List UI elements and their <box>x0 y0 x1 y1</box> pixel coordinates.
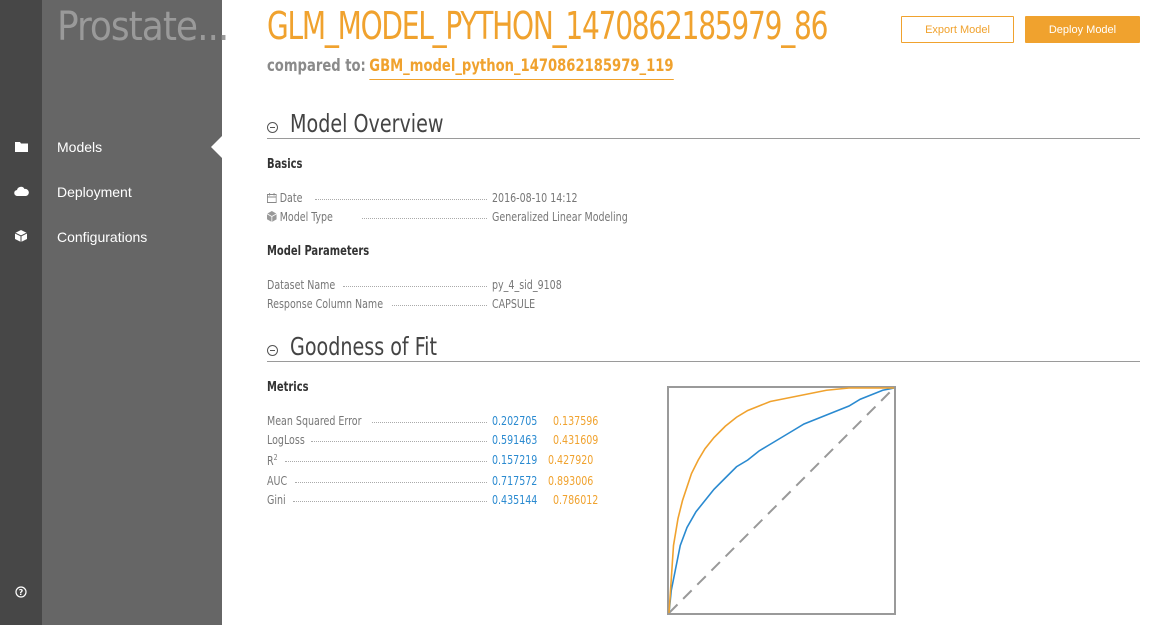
metric-label-superscript: 2 <box>273 453 278 462</box>
roc-chart <box>667 386 896 615</box>
project-name: Prostate... <box>57 4 229 50</box>
section-title: Goodness of Fit <box>290 332 437 361</box>
main-content: GLM_MODEL_PYTHON_1470862185979_86 compar… <box>222 0 1166 625</box>
metric-value-primary: 0.157219 <box>492 453 538 467</box>
response-column-value: CAPSULE <box>492 297 536 311</box>
date-label: Date <box>279 191 303 205</box>
svg-text:?: ? <box>19 588 24 597</box>
leader-dots <box>343 286 487 287</box>
compared-label: compared to: <box>267 56 366 76</box>
roc-series-compared <box>668 387 894 614</box>
deploy-model-button[interactable]: Deploy Model <box>1025 16 1140 43</box>
leader-dots <box>293 501 487 502</box>
calendar-icon <box>267 193 277 203</box>
leader-dots <box>285 461 487 462</box>
help-icon[interactable]: ? <box>0 582 42 602</box>
sidebar: Prostate... Models Deployment Configurat… <box>42 0 229 625</box>
collapse-icon[interactable] <box>267 122 278 133</box>
collapse-icon[interactable] <box>267 345 278 356</box>
dataset-label: Dataset Name <box>267 278 336 292</box>
roc-series-primary <box>668 387 895 614</box>
metric-value-compared: 0.786012 <box>553 493 599 507</box>
dataset-value: py_4_sid_9108 <box>492 278 562 292</box>
metric-label: AUC <box>267 474 288 488</box>
leader-dots <box>315 199 487 200</box>
leader-dots <box>311 441 487 442</box>
metric-value-compared: 0.431609 <box>553 433 599 447</box>
icon-rail: ? <box>0 0 42 625</box>
active-indicator <box>211 136 222 158</box>
compared-to: compared to: GBM_model_python_14708621859… <box>267 56 674 80</box>
folder-icon[interactable] <box>0 136 42 156</box>
metric-label: R <box>267 454 274 468</box>
page-title: GLM_MODEL_PYTHON_1470862185979_86 <box>267 4 828 48</box>
leader-dots <box>362 218 487 219</box>
cube-icon[interactable] <box>0 226 42 246</box>
cube-icon <box>266 211 277 222</box>
response-column-label: Response Column Name <box>267 297 384 311</box>
sidebar-item-models[interactable]: Models <box>57 139 103 155</box>
metric-value-primary: 0.202705 <box>492 414 538 428</box>
metric-value-compared: 0.427920 <box>548 453 594 467</box>
leader-dots <box>295 482 487 483</box>
model-type-label: Model Type <box>279 210 333 224</box>
metrics-heading: Metrics <box>267 380 309 395</box>
cloud-icon[interactable] <box>0 181 42 201</box>
basics-heading: Basics <box>267 157 303 172</box>
export-model-button[interactable]: Export Model <box>901 16 1014 43</box>
sidebar-item-configurations[interactable]: Configurations <box>57 229 148 245</box>
roc-diagonal-baseline <box>668 387 895 614</box>
metric-label: Mean Squared Error <box>267 414 362 428</box>
section-title: Model Overview <box>290 109 444 138</box>
metric-value-compared: 0.137596 <box>553 414 599 428</box>
metric-value-primary: 0.717572 <box>492 474 538 488</box>
date-value: 2016-08-10 14:12 <box>492 191 578 205</box>
metric-label: LogLoss <box>267 433 305 447</box>
metric-value-compared: 0.893006 <box>548 474 594 488</box>
compared-model-link[interactable]: GBM_model_python_1470862185979_119 <box>369 56 674 80</box>
leader-dots <box>392 305 487 306</box>
model-type-value: Generalized Linear Modeling <box>492 210 628 224</box>
metric-value-primary: 0.591463 <box>492 433 538 447</box>
model-parameters-heading: Model Parameters <box>267 244 370 259</box>
model-overview-section: Model Overview <box>267 109 1140 139</box>
metric-label: Gini <box>267 493 286 507</box>
metric-value-primary: 0.435144 <box>492 493 538 507</box>
goodness-of-fit-section: Goodness of Fit <box>267 332 1140 362</box>
sidebar-item-deployment[interactable]: Deployment <box>57 184 132 200</box>
leader-dots <box>372 422 487 423</box>
